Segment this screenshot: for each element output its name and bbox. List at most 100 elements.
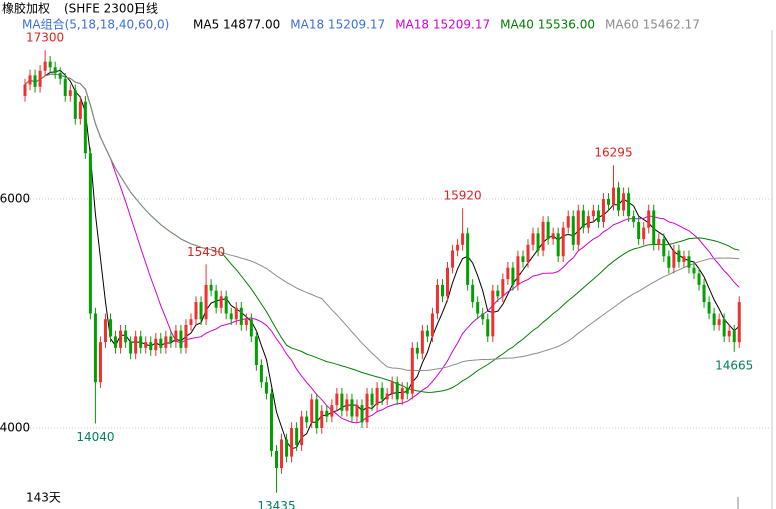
candle-body	[395, 382, 399, 400]
candle-body	[637, 221, 641, 240]
candle-body	[476, 302, 480, 314]
candle-body	[461, 233, 465, 245]
candle-body	[566, 216, 570, 228]
candle-body	[682, 256, 686, 262]
candle-body	[33, 75, 37, 87]
candle-body	[53, 67, 57, 74]
candle-body	[38, 70, 42, 87]
candle-body	[486, 319, 490, 337]
candle-body	[491, 290, 495, 337]
candle-body	[501, 279, 505, 297]
candle-body	[370, 393, 374, 406]
candle-body	[647, 210, 651, 228]
candle-body	[737, 302, 741, 343]
candle-body	[98, 342, 102, 383]
candle-body	[697, 273, 701, 285]
ma-label: MA18 15209.17	[290, 18, 385, 32]
candle-body	[315, 399, 319, 428]
candle-body	[154, 338, 158, 351]
period: 日线	[134, 2, 158, 16]
candle-body	[350, 399, 354, 417]
candle-body	[536, 233, 540, 251]
candle-body	[667, 256, 671, 268]
candle-body	[129, 342, 133, 354]
candle-body	[435, 284, 439, 314]
candle-body	[692, 267, 696, 274]
candle-body	[466, 233, 470, 285]
candle-body	[586, 216, 590, 228]
ma-label: MA5 14877.00	[193, 18, 280, 32]
candle-body	[420, 330, 424, 354]
candle-body	[114, 336, 118, 348]
candle-body	[556, 233, 560, 257]
candle-body	[627, 193, 631, 217]
candle-body	[325, 410, 329, 417]
candle-body	[581, 210, 585, 228]
candle-body	[88, 153, 92, 314]
candle-body	[365, 393, 369, 423]
candle-body	[506, 267, 510, 280]
candle-body	[144, 342, 148, 348]
candle-body	[310, 399, 314, 423]
indicator[interactable]: MA组合(5,18,18,40,60,0)	[22, 17, 169, 32]
candle-body	[516, 256, 520, 285]
candle-body	[305, 416, 309, 423]
code: (SHFE 2300)	[64, 2, 139, 16]
candle-body	[642, 227, 646, 240]
candle-body	[63, 78, 67, 96]
candle-body	[591, 210, 595, 217]
candle-body	[410, 347, 414, 394]
candle-body	[285, 439, 289, 457]
candle-body	[496, 290, 500, 297]
candle-body	[576, 210, 580, 245]
candle-body	[134, 336, 138, 354]
candle-body	[244, 319, 248, 325]
candle-body	[275, 450, 278, 469]
candle-body	[229, 313, 233, 320]
candle-body	[340, 393, 344, 411]
candle-body	[652, 210, 656, 245]
ma-label: MA60 15462.17	[605, 18, 700, 32]
ma-line	[24, 73, 740, 424]
price-annotation: 14040	[76, 430, 114, 444]
candle-body	[677, 250, 681, 262]
candle-body	[290, 428, 294, 457]
candle-body	[732, 330, 736, 343]
candle-body	[28, 75, 32, 85]
candle-body	[657, 239, 661, 245]
candle-body	[390, 382, 394, 394]
candle-body	[511, 267, 515, 285]
candle-body	[184, 324, 188, 348]
candle-body	[109, 319, 113, 337]
candle-body	[124, 330, 128, 343]
candle-body	[23, 84, 27, 96]
candle-body	[612, 187, 616, 205]
y-tick-label: 14000	[0, 421, 30, 435]
candle-body	[451, 250, 455, 268]
candle-body	[380, 387, 384, 400]
ma-line	[24, 73, 740, 371]
price-annotation: 14665	[715, 358, 753, 372]
price-annotation: 17300	[26, 31, 64, 45]
candle-body	[481, 313, 485, 320]
candle-body	[687, 256, 691, 268]
candle-body	[702, 284, 706, 303]
candle-body	[385, 393, 389, 400]
day-count: 143天	[26, 491, 61, 505]
candle-body	[48, 61, 52, 68]
candle-body	[561, 227, 565, 257]
y-tick-label: 16000	[0, 192, 30, 206]
candle-body	[320, 410, 324, 428]
candle-body	[103, 319, 107, 343]
candle-body	[219, 296, 223, 308]
candle-body	[521, 256, 525, 262]
candle-body	[159, 338, 163, 348]
price-annotation: 15430	[187, 245, 225, 259]
candle-body	[662, 239, 666, 257]
candle-body	[93, 313, 97, 383]
candle-body	[164, 336, 168, 348]
ma-label: MA18 15209.17	[395, 18, 490, 32]
candle-body	[717, 319, 721, 325]
candle-body	[405, 387, 409, 394]
